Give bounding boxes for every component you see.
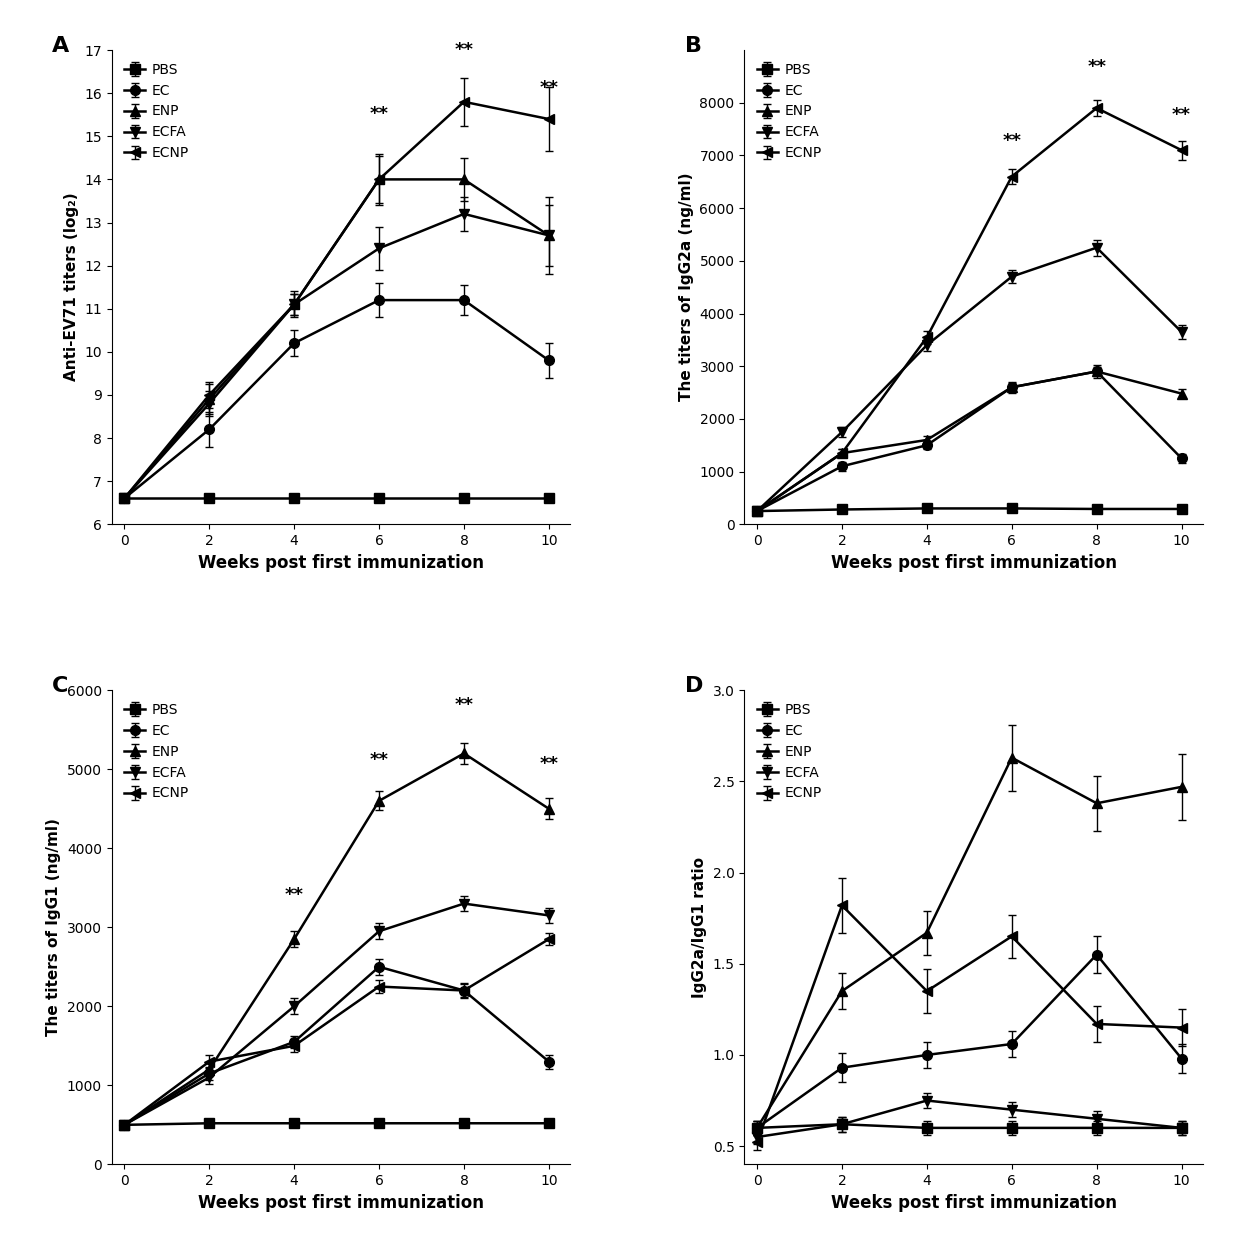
Text: **: **: [1087, 59, 1106, 76]
Y-axis label: IgG2a/IgG1 ratio: IgG2a/IgG1 ratio: [692, 856, 707, 998]
Text: **: **: [454, 696, 474, 714]
Text: **: **: [1002, 133, 1022, 150]
Text: D: D: [684, 676, 703, 696]
Legend: PBS, EC, ENP, ECFA, ECNP: PBS, EC, ENP, ECFA, ECNP: [751, 697, 827, 806]
Text: C: C: [52, 676, 68, 696]
Text: **: **: [1172, 106, 1192, 124]
Legend: PBS, EC, ENP, ECFA, ECNP: PBS, EC, ENP, ECFA, ECNP: [751, 58, 827, 167]
Text: **: **: [285, 885, 304, 904]
Text: **: **: [539, 79, 558, 98]
Legend: PBS, EC, ENP, ECFA, ECNP: PBS, EC, ENP, ECFA, ECNP: [119, 697, 195, 806]
Text: **: **: [454, 41, 474, 59]
Y-axis label: The titers of IgG1 (ng/ml): The titers of IgG1 (ng/ml): [46, 819, 61, 1037]
Legend: PBS, EC, ENP, ECFA, ECNP: PBS, EC, ENP, ECFA, ECNP: [119, 58, 195, 167]
X-axis label: Weeks post first immunization: Weeks post first immunization: [831, 553, 1116, 571]
X-axis label: Weeks post first immunization: Weeks post first immunization: [198, 553, 484, 571]
Text: A: A: [52, 36, 69, 56]
Text: **: **: [370, 751, 388, 769]
Text: B: B: [684, 36, 702, 56]
X-axis label: Weeks post first immunization: Weeks post first immunization: [831, 1193, 1116, 1212]
Y-axis label: Anti-EV71 titers (log₂): Anti-EV71 titers (log₂): [63, 193, 78, 382]
Text: **: **: [539, 755, 558, 774]
X-axis label: Weeks post first immunization: Weeks post first immunization: [198, 1193, 484, 1212]
Text: **: **: [370, 105, 388, 124]
Y-axis label: The titers of IgG2a (ng/ml): The titers of IgG2a (ng/ml): [680, 173, 694, 402]
